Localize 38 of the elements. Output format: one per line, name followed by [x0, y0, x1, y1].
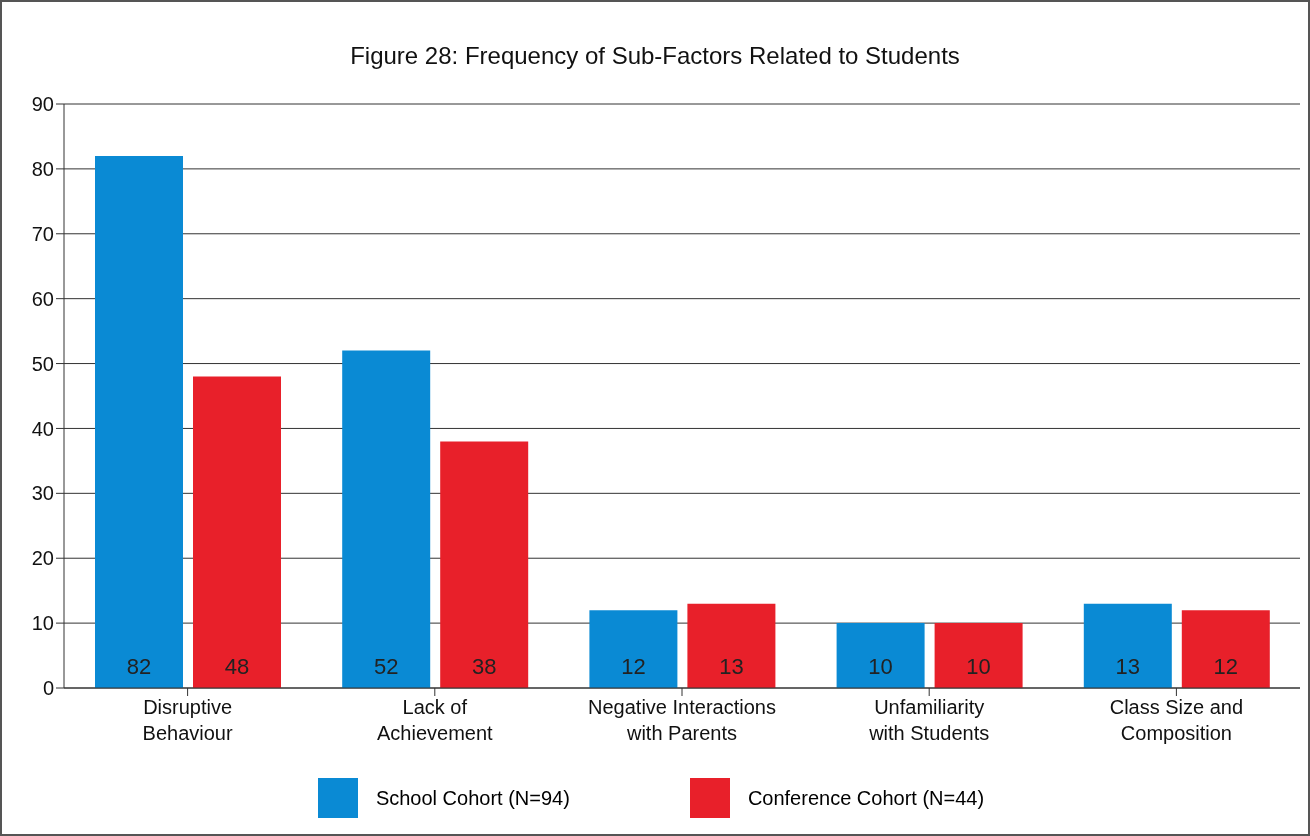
y-tick-label: 70 — [31, 222, 54, 245]
bar — [1181, 610, 1270, 688]
bar — [193, 376, 281, 688]
y-tick-label: 90 — [31, 93, 54, 116]
data-label: 38 — [471, 653, 497, 679]
data-label: 12 — [621, 653, 646, 679]
legend-label: Conference Cohort (N=44) — [747, 786, 985, 810]
chart-title: Figure 28: Frequency of Sub-Factors Related to Students — [349, 42, 961, 71]
x-tick-label: Class Size and Composition — [1109, 696, 1244, 744]
data-label: 13 — [1115, 653, 1141, 679]
y-tick-label: 0 — [42, 677, 54, 700]
data-label: 10 — [868, 653, 893, 679]
bar — [440, 441, 529, 688]
y-tick-label: 10 — [31, 612, 54, 635]
data-label: 48 — [224, 653, 250, 679]
y-tick-label: 60 — [31, 287, 54, 310]
x-tick-label: Lack of Achievement — [376, 696, 494, 744]
bar — [589, 610, 678, 688]
data-label: 12 — [1213, 653, 1239, 679]
data-label: 52 — [373, 653, 399, 679]
y-tick-label: 30 — [31, 482, 54, 505]
data-label: 13 — [719, 653, 744, 679]
bar — [687, 603, 776, 688]
bar — [1083, 603, 1172, 688]
x-tick-label: Disruptive Behaviour — [142, 696, 233, 744]
legend-label: School Cohort (N=94) — [375, 786, 570, 810]
y-tick-label: 80 — [31, 157, 54, 180]
x-tick-label: Unfamiliarity with Students — [868, 696, 990, 744]
bar — [342, 350, 431, 688]
bar — [95, 155, 183, 688]
y-tick-label: 50 — [31, 352, 54, 375]
bar — [934, 623, 1023, 688]
y-tick-label: 20 — [31, 547, 54, 570]
bar — [836, 623, 925, 688]
x-tick-label: Negative Interactions with Parents — [588, 696, 776, 744]
data-label: 82 — [126, 653, 152, 679]
y-tick-label: 40 — [31, 417, 54, 440]
data-label: 10 — [966, 653, 991, 679]
